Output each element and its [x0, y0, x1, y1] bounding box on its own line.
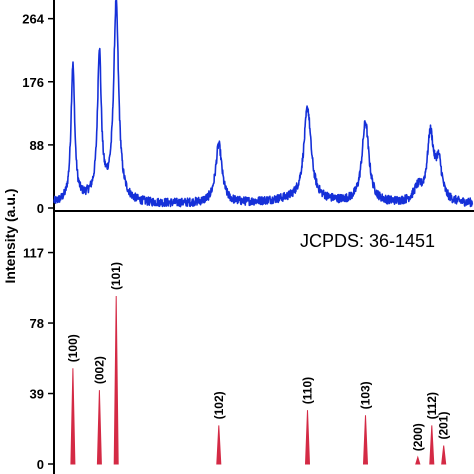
xrd-pattern-line	[53, 0, 474, 208]
bottom-y-tick-label: 78	[30, 316, 44, 331]
peak-label: (110)	[301, 377, 315, 404]
bottom-y-tick-label: 39	[30, 387, 44, 402]
peak-label: (100)	[66, 334, 80, 362]
reference-label: JCPDS: 36-1451	[300, 231, 435, 251]
top-y-tick-label: 0	[37, 201, 44, 216]
peak-label: (201)	[437, 412, 451, 440]
peak-label: (102)	[212, 391, 226, 419]
reference-peak-bar	[113, 295, 119, 465]
reference-peak-bar	[362, 415, 369, 465]
top-y-axis: 0 88 176 264	[22, 12, 54, 216]
reference-peak-bar	[70, 368, 76, 465]
peak-label: (103)	[358, 381, 372, 409]
reference-peak-bar	[216, 425, 222, 465]
top-y-tick-label: 88	[30, 138, 44, 153]
reference-peak-bar	[304, 410, 311, 465]
bottom-y-tick-label: 117	[23, 246, 44, 261]
y-axis-label: Intensity (a.u.)	[2, 189, 18, 284]
reference-peaks: (100) (002) (101) (102) (110) (103) (200)(112)…	[66, 262, 451, 465]
peak-label: (101)	[109, 262, 123, 290]
peak-label: (200)	[411, 423, 425, 451]
top-panel: 0 88 176 264	[22, 0, 474, 216]
top-y-tick-label: 264	[22, 12, 44, 27]
reference-peak-bar	[441, 445, 447, 465]
top-y-tick-label: 176	[22, 75, 44, 90]
reference-peak-bar	[429, 425, 435, 465]
bottom-y-axis: 0 39 78 117	[23, 246, 54, 472]
bottom-panel-frame	[53, 210, 474, 474]
reference-peak-bar	[96, 390, 102, 465]
reference-peak-bar	[415, 455, 421, 465]
peak-label: (112)	[425, 392, 439, 419]
bottom-y-tick-label: 0	[37, 457, 44, 472]
peak-label: (002)	[92, 356, 106, 384]
